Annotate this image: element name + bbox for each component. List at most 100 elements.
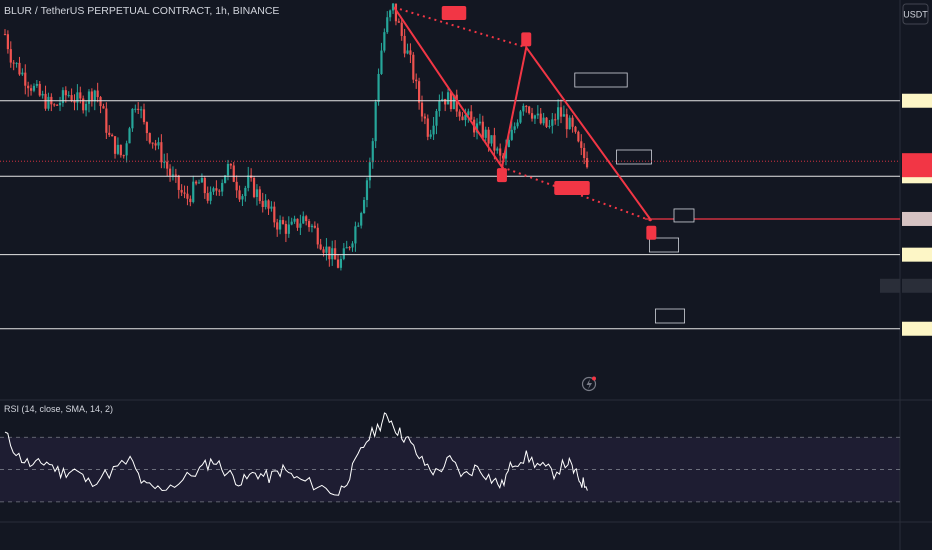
candle-body xyxy=(56,104,59,106)
candle-body xyxy=(116,144,120,154)
candle-body xyxy=(562,114,565,117)
candle-body xyxy=(551,119,554,126)
candle-body xyxy=(583,147,586,159)
candle-body xyxy=(496,148,499,151)
pattern-point-B xyxy=(496,168,507,183)
candle-body xyxy=(90,91,93,102)
candle-body xyxy=(122,155,125,157)
candle-body xyxy=(177,175,180,190)
candle-body xyxy=(154,143,157,146)
candle-body xyxy=(157,142,160,146)
candle-body xyxy=(470,111,473,120)
candle-body xyxy=(192,181,195,203)
candle-body xyxy=(293,218,296,222)
ratio-badge-0 xyxy=(441,6,467,20)
low-tag-bg xyxy=(880,278,900,293)
candle-body xyxy=(87,91,91,104)
candle-body xyxy=(273,206,276,223)
candle-body xyxy=(67,95,70,97)
candle-body xyxy=(429,134,432,137)
candle-body xyxy=(287,224,290,234)
candle-body xyxy=(554,119,557,121)
candle-body xyxy=(351,243,354,248)
candle-body xyxy=(412,54,415,80)
candle-body xyxy=(44,93,47,109)
candle-body xyxy=(331,248,334,260)
candle-body xyxy=(12,62,15,64)
candle-body xyxy=(9,49,12,63)
candle-body xyxy=(119,144,122,156)
candle-body xyxy=(252,177,256,197)
candle-body xyxy=(264,200,267,207)
candle-body xyxy=(151,142,154,144)
candle-body xyxy=(21,72,24,75)
candle-body xyxy=(458,111,461,117)
candle-body xyxy=(58,102,62,106)
candle-body xyxy=(223,175,227,183)
candle-body xyxy=(380,50,383,74)
candle-body xyxy=(334,248,337,260)
lightning-icon[interactable] xyxy=(581,376,597,392)
candle-body xyxy=(284,223,287,234)
candle-body xyxy=(171,174,175,176)
candle-body xyxy=(113,136,117,154)
candle-body xyxy=(270,206,273,209)
candle-body xyxy=(345,247,348,249)
candle-body xyxy=(3,34,7,36)
rsi-panel xyxy=(0,412,900,503)
prz-tag-box xyxy=(673,208,695,223)
candle-body xyxy=(467,111,470,115)
candle-body xyxy=(166,161,169,169)
candlestick-series xyxy=(3,2,589,271)
candle-body xyxy=(400,22,403,36)
candle-body xyxy=(244,187,247,197)
candle-body xyxy=(548,125,551,127)
candle-body xyxy=(32,85,36,91)
candle-body xyxy=(580,141,583,148)
candle-body xyxy=(53,104,56,106)
candle-body xyxy=(571,117,574,127)
candle-body xyxy=(84,103,88,111)
candle-body xyxy=(218,190,221,192)
candle-body xyxy=(533,115,537,119)
price-levels xyxy=(0,72,932,336)
rsi-title[interactable]: RSI (14, close, SMA, 14, 2) xyxy=(4,404,113,414)
candle-body xyxy=(255,189,259,197)
candle-body xyxy=(96,90,99,98)
level-label-bg-tp2 xyxy=(902,321,932,336)
candle-body xyxy=(530,113,534,119)
candle-body xyxy=(102,106,105,109)
candle-body xyxy=(235,181,238,191)
candle-body xyxy=(241,196,244,200)
candle-body xyxy=(29,88,33,91)
candle-body xyxy=(536,113,539,116)
candle-body xyxy=(183,192,186,194)
pattern-point-C xyxy=(521,32,532,47)
candle-body xyxy=(24,72,27,86)
candle-body xyxy=(189,198,192,203)
candle-body xyxy=(47,96,50,109)
currency-button[interactable]: USDT xyxy=(902,3,929,25)
candle-body xyxy=(568,117,571,130)
candle-body xyxy=(322,249,325,253)
candle-body xyxy=(258,189,261,202)
candle-body xyxy=(383,32,386,51)
candle-body xyxy=(212,188,215,192)
tag-box-entry xyxy=(616,149,652,165)
candle-body xyxy=(490,135,493,144)
candle-body xyxy=(438,100,441,112)
candle-body xyxy=(513,126,516,130)
candle-body xyxy=(200,178,204,183)
candle-body xyxy=(197,182,201,184)
candle-body xyxy=(371,141,374,163)
candle-body xyxy=(229,163,232,166)
candle-body xyxy=(415,79,418,82)
candle-body xyxy=(247,175,250,188)
candle-body xyxy=(525,105,528,107)
current-price-label-bg xyxy=(902,153,932,178)
candle-body xyxy=(203,178,206,194)
candle-body xyxy=(446,92,450,105)
candle-body xyxy=(493,135,496,151)
